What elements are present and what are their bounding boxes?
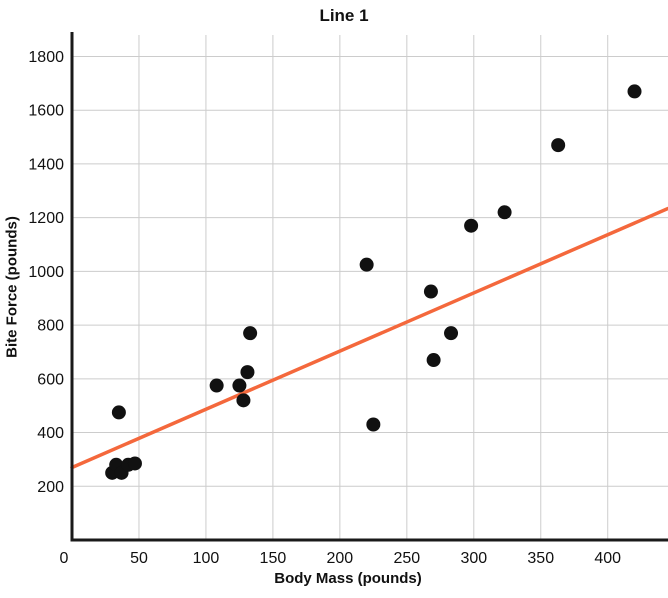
data-point [426,353,441,368]
x-tick-label: 0 [60,550,69,567]
y-tick-label: 1400 [28,156,64,173]
trend-line [70,206,668,470]
y-tick-label: 200 [37,479,64,496]
data-point [497,205,512,220]
data-point [551,138,566,153]
data-point [359,257,374,272]
y-tick-label: 800 [37,318,64,335]
data-point [243,326,258,341]
data-point [366,417,381,432]
x-tick-label: 100 [193,550,220,567]
data-point [464,218,479,233]
y-tick-label: 1600 [28,103,64,120]
data-point [236,393,251,408]
x-tick-label: 300 [460,550,487,567]
y-tick-label: 1200 [28,210,64,227]
data-point [209,378,224,393]
data-point [627,84,642,99]
x-tick-label: 50 [130,550,148,567]
y-tick-label: 400 [37,425,64,442]
y-tick-label: 1000 [28,264,64,281]
x-axis-title: Body Mass (pounds) [274,570,422,587]
x-tick-label: 400 [594,550,621,567]
x-tick-label: 150 [260,550,287,567]
data-point [444,326,459,341]
y-tick-label: 1800 [28,49,64,66]
y-tick-label: 600 [37,371,64,388]
x-tick-label: 200 [327,550,354,567]
data-point [423,284,438,299]
x-tick-label: 250 [393,550,420,567]
x-tick-label: 350 [527,550,554,567]
data-point [111,405,126,420]
chart-title: Line 1 [319,6,369,25]
data-point [240,365,255,380]
data-point [232,378,247,393]
data-point [127,456,142,471]
